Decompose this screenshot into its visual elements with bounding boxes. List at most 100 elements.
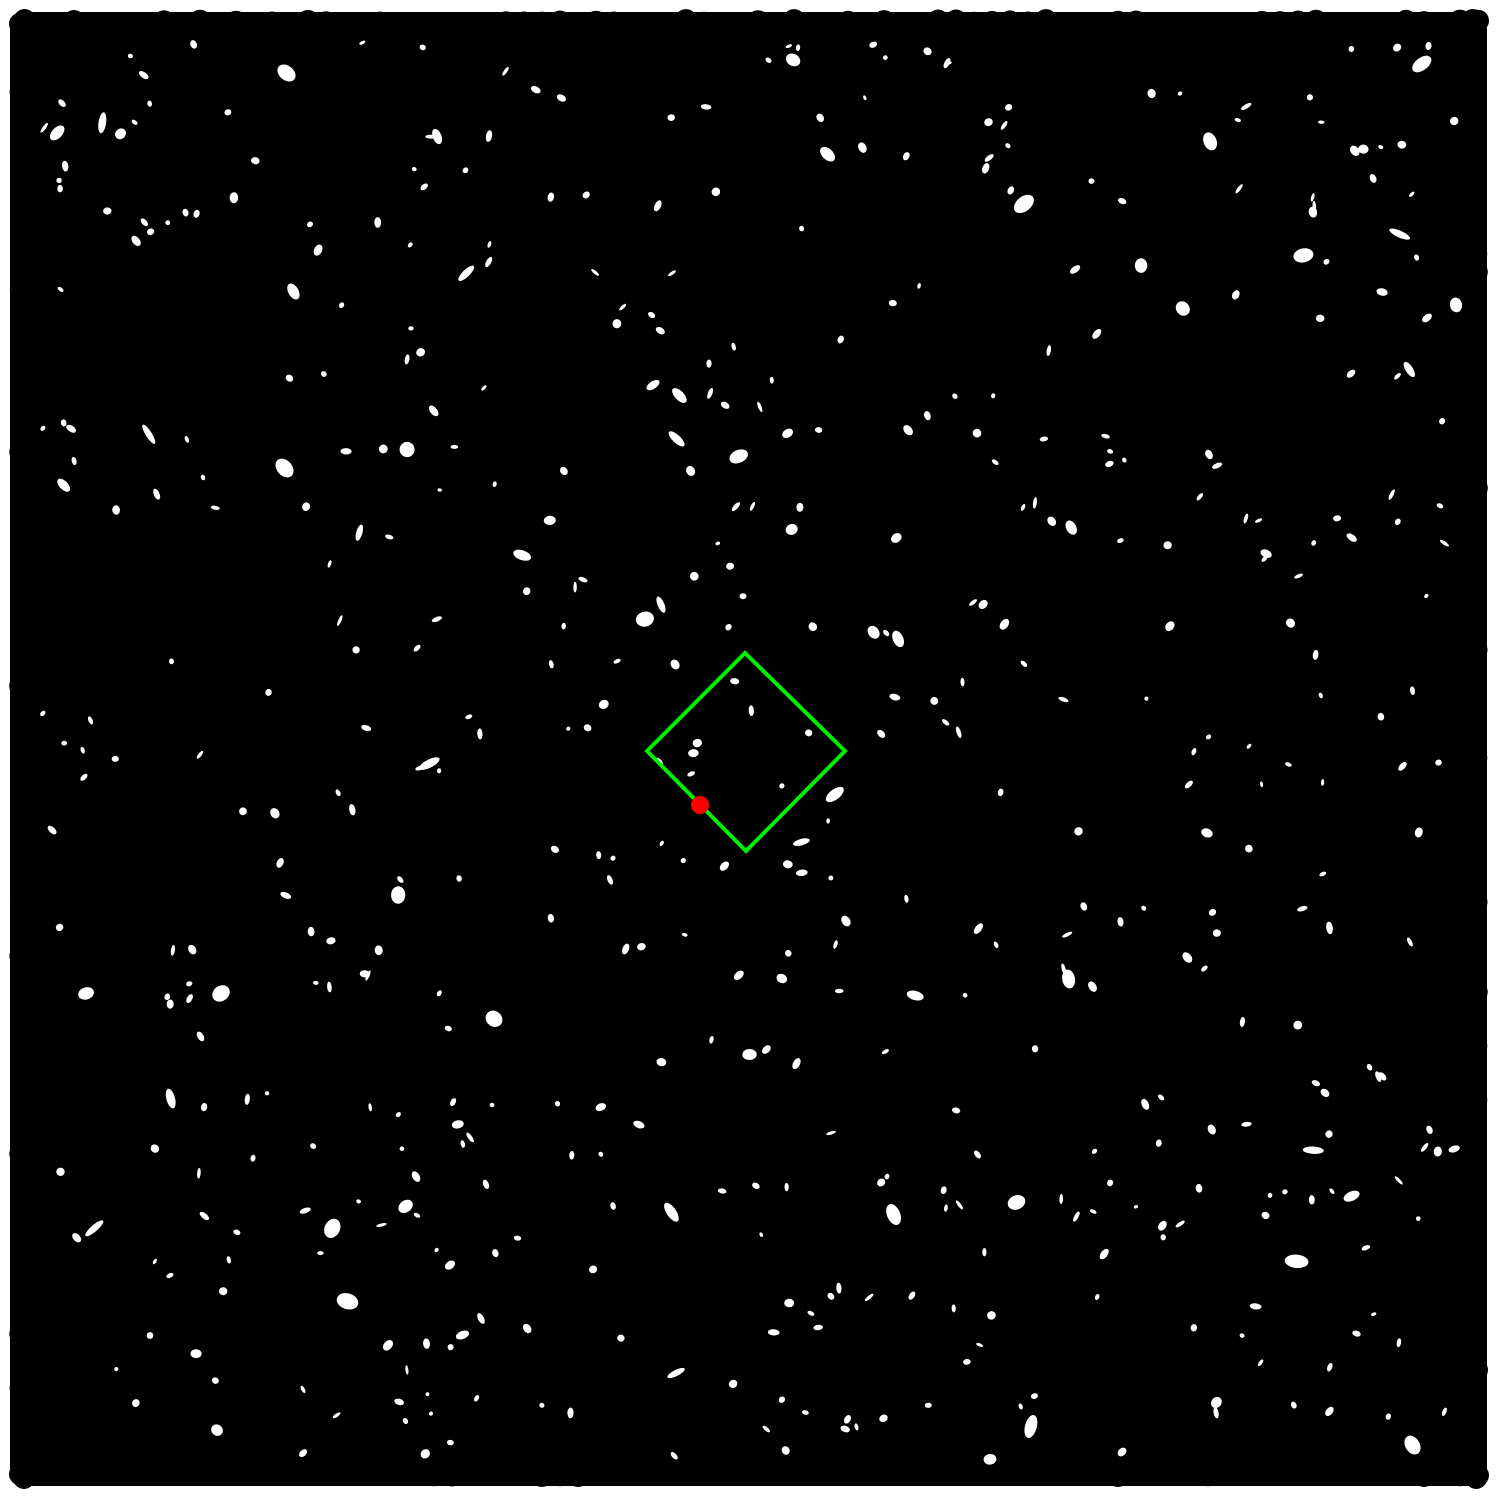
particle-gap — [1059, 1193, 1064, 1205]
particle-gap — [613, 658, 621, 664]
particle-gap — [1175, 301, 1190, 316]
particle-gap — [725, 623, 732, 631]
particle-gap — [1208, 908, 1217, 916]
edge-particle — [11, 495, 34, 517]
particle-gap — [801, 1410, 809, 1415]
particle-gap — [924, 411, 931, 421]
particle-gap — [164, 993, 171, 1001]
particle-gap — [114, 1367, 119, 1372]
particle-gap — [280, 891, 292, 899]
edge-particle — [1461, 1413, 1484, 1435]
edge-particle — [13, 1161, 36, 1183]
particle-gaps — [40, 40, 1463, 1465]
particle-gap — [188, 944, 197, 955]
particle-gap — [522, 1323, 532, 1334]
particle-gap — [1346, 533, 1357, 542]
particle-gap — [974, 1150, 981, 1159]
edge-particle — [12, 1269, 35, 1291]
particle-gap — [1310, 193, 1315, 202]
edge-particle — [1465, 891, 1488, 913]
particle-gap — [976, 1342, 984, 1347]
particle-gap — [1107, 449, 1114, 454]
particle-gap — [940, 1186, 947, 1195]
edge-particle — [1460, 729, 1483, 751]
particle-gap — [726, 562, 735, 570]
particle-gap — [428, 405, 439, 417]
particle-gap — [140, 218, 148, 227]
particle-gap — [1201, 828, 1213, 838]
particle-gap — [837, 335, 844, 344]
edge-particle — [14, 423, 37, 445]
edge-particle — [189, 9, 211, 32]
particle-gap — [391, 886, 406, 904]
edge-particle — [639, 12, 661, 35]
edge-particle — [1463, 927, 1485, 949]
particle-gap — [769, 376, 774, 384]
edge-particle — [1107, 10, 1129, 33]
particle-gap — [648, 311, 656, 319]
edge-particle — [1461, 855, 1484, 877]
particle-gap — [795, 869, 808, 877]
particle-gap — [962, 992, 968, 998]
edge-particle — [9, 81, 32, 103]
particle-gap — [1206, 734, 1212, 740]
particle-gap — [1091, 1148, 1098, 1154]
particle-gap — [877, 1178, 886, 1187]
particle-gap — [317, 1251, 324, 1256]
particle-gap — [49, 125, 65, 141]
edge-particle — [1461, 1161, 1484, 1183]
particle-gap — [828, 875, 834, 881]
particle-gap — [1061, 963, 1067, 975]
particle-gap — [146, 228, 155, 235]
particle-gap — [561, 622, 566, 630]
particle-gap — [1089, 1209, 1097, 1214]
particle-gap — [943, 57, 951, 69]
edge-particle — [10, 153, 33, 175]
edge-particle — [1460, 81, 1483, 103]
particle-gap — [277, 64, 296, 82]
edge-particle — [387, 13, 409, 36]
edge-particle — [11, 1215, 34, 1237]
particle-gap — [1404, 1435, 1421, 1455]
edge-particle — [477, 1463, 499, 1486]
particle-gap — [1311, 540, 1317, 546]
particle-gap — [1101, 433, 1110, 439]
particle-gap — [320, 371, 327, 377]
edge-particle — [1462, 1395, 1485, 1417]
edge-particle — [1463, 1125, 1486, 1147]
particle-gap — [984, 118, 993, 127]
edge-particle — [333, 14, 355, 37]
particle-gap — [1348, 46, 1355, 52]
edge-particle — [1305, 1461, 1327, 1484]
edge-particle — [549, 1464, 571, 1487]
particle-gap — [591, 269, 599, 276]
edge-particle — [1466, 1359, 1488, 1381]
particle-gap — [978, 599, 988, 610]
particle-gap — [692, 738, 702, 748]
edge-particle — [1462, 315, 1485, 337]
particle-gap — [1105, 460, 1114, 468]
particle-gap — [1448, 1145, 1460, 1153]
edge-particle — [1464, 1179, 1487, 1201]
particle-gap — [466, 1132, 474, 1143]
edge-particle — [1461, 9, 1484, 31]
edge-particle — [45, 1461, 67, 1483]
particle-gap — [1439, 418, 1446, 425]
particle-gap — [1210, 1396, 1222, 1409]
particle-gap — [598, 1151, 604, 1157]
particle-gap — [1284, 1254, 1309, 1269]
particle-gap — [78, 987, 94, 1000]
edge-particle — [10, 909, 33, 931]
particle-gap — [906, 990, 924, 1001]
edge-particle — [369, 1459, 391, 1482]
edge-particle — [459, 1462, 481, 1485]
particle-gap — [1000, 121, 1008, 130]
particle-gap — [808, 622, 818, 632]
edge-particle — [10, 981, 33, 1003]
particle-gap — [981, 163, 990, 174]
edge-particle — [1463, 1215, 1486, 1237]
particle-gap — [1358, 144, 1369, 154]
edge-particle — [9, 1143, 32, 1165]
particle-gap — [1397, 140, 1407, 149]
particle-gap — [1177, 91, 1183, 96]
